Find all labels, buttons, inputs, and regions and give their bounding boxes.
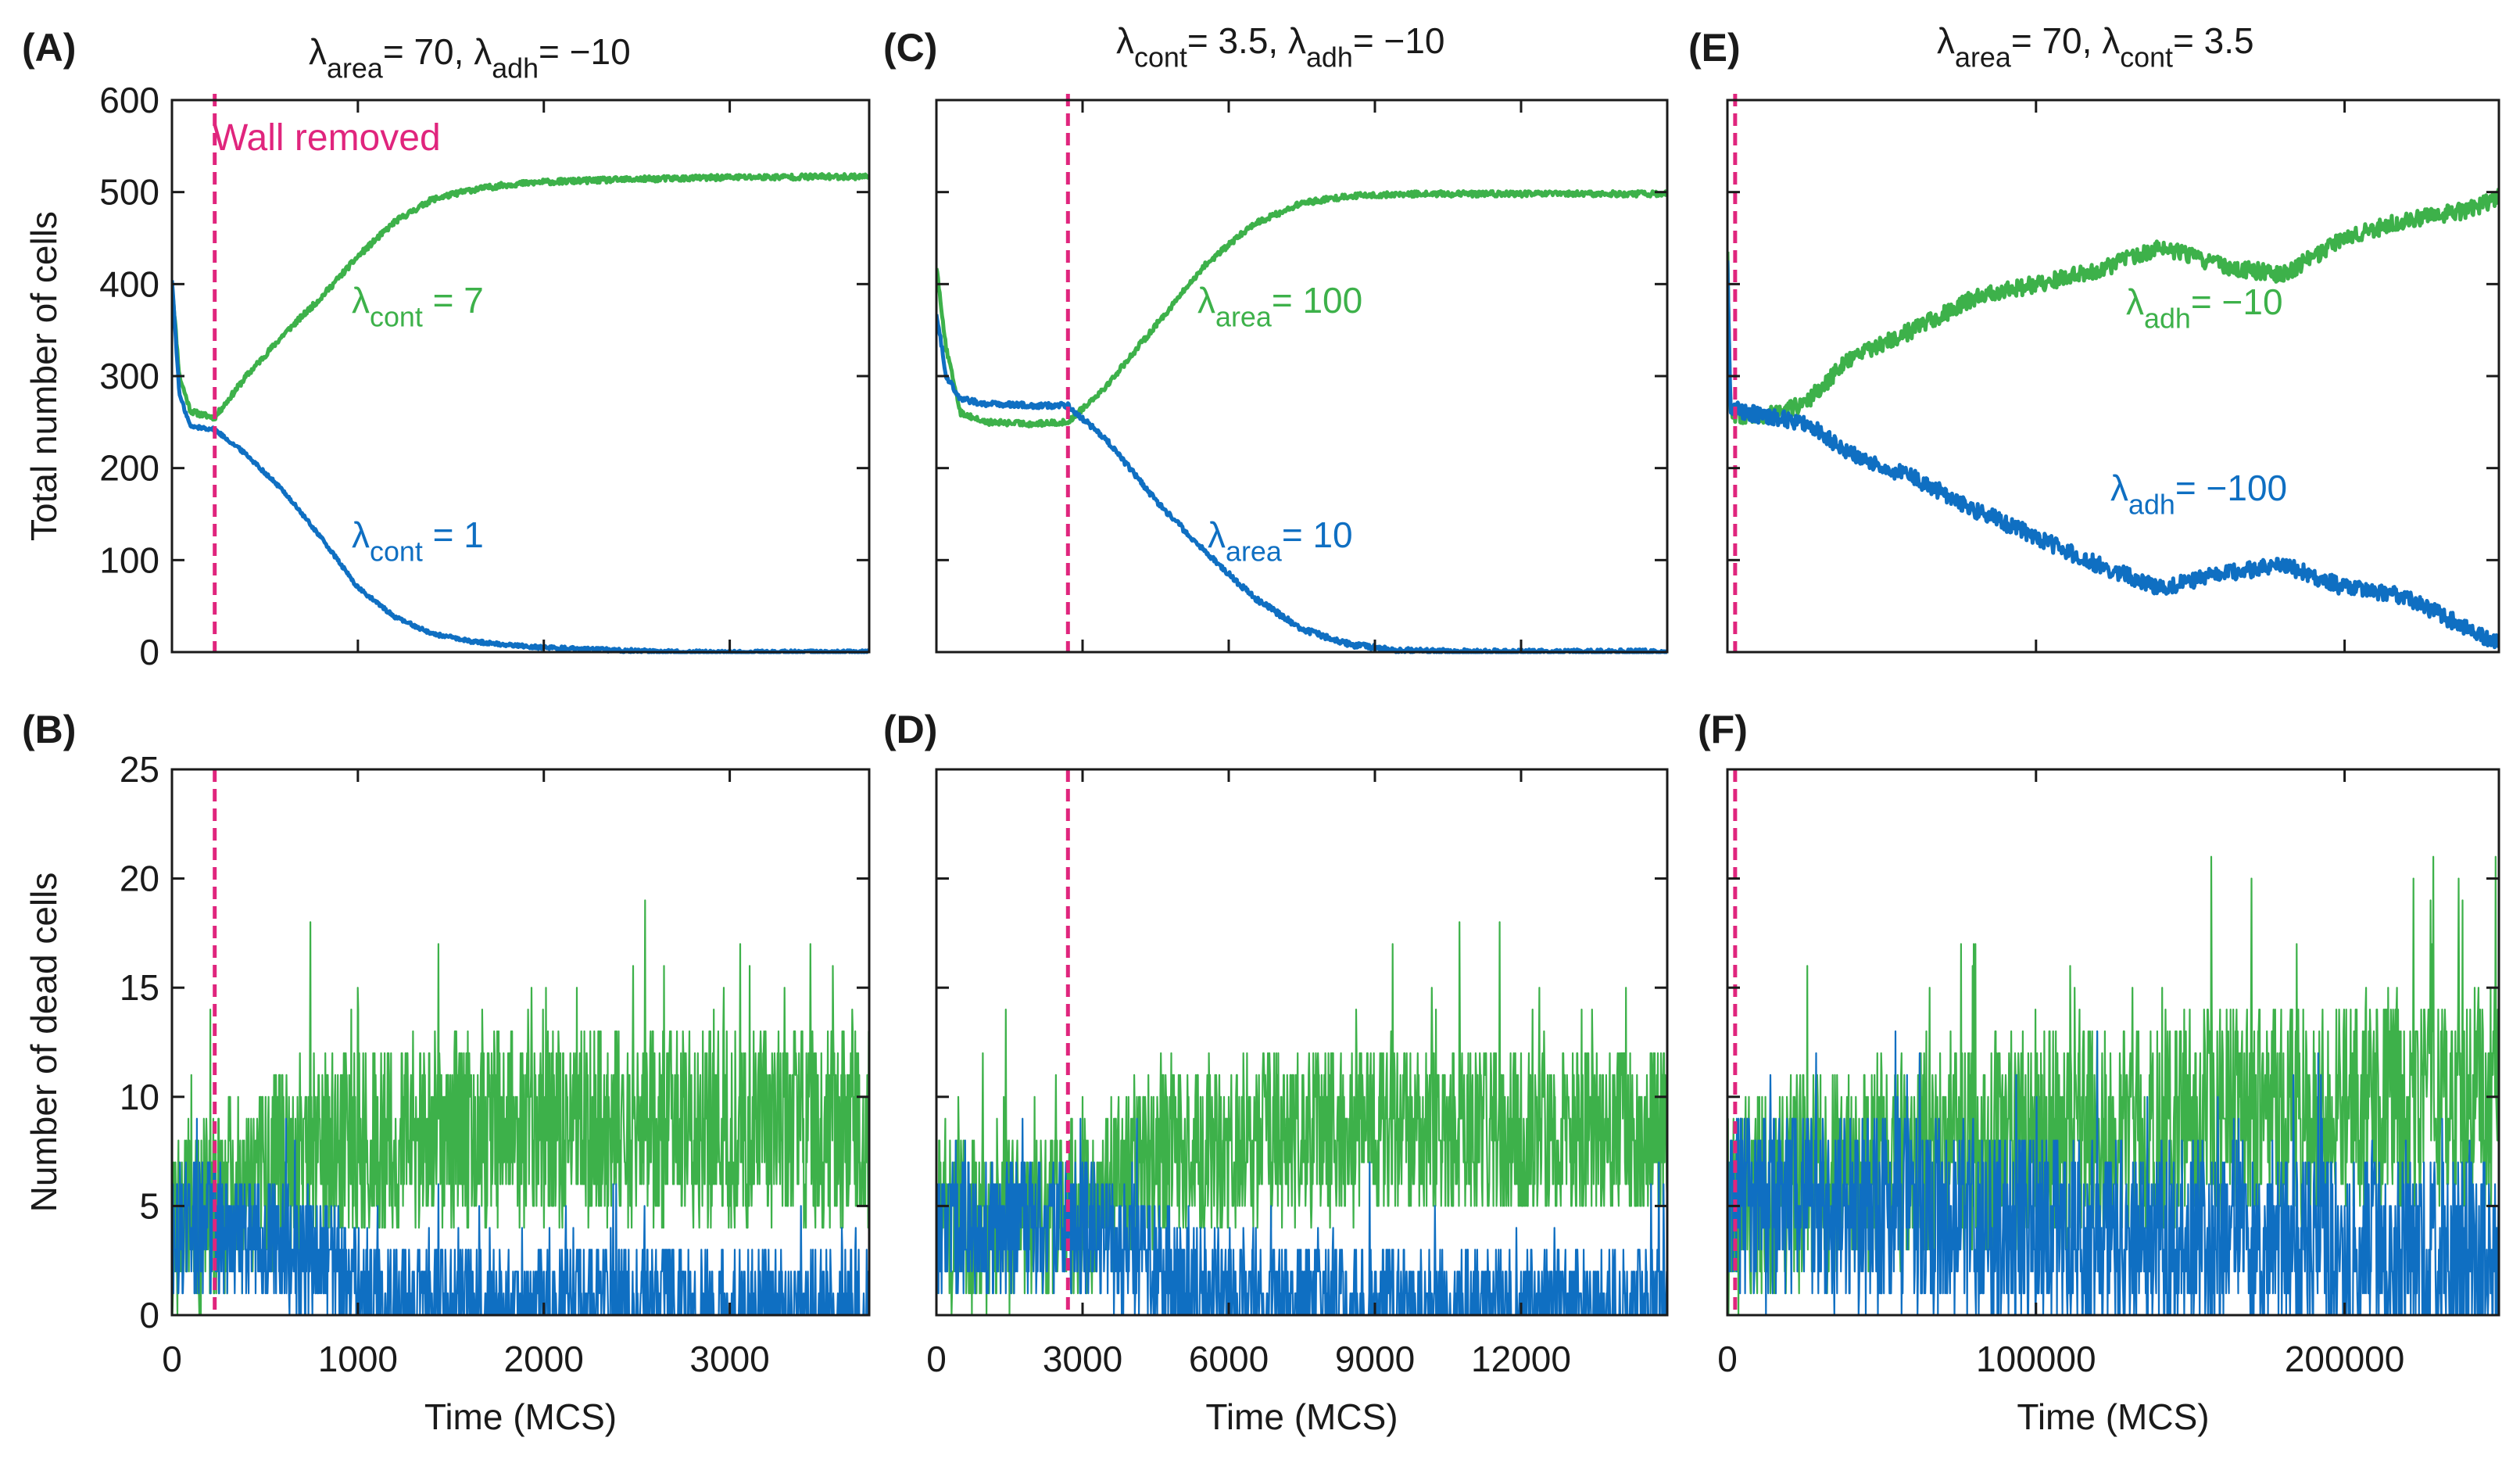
xtick-label-d: 6000 — [1189, 1339, 1269, 1379]
plot-frame-d — [935, 768, 1669, 1317]
series-e-blue — [1727, 260, 2499, 650]
ylabel-total-cells: Total number of cells — [23, 211, 64, 541]
ytick-label-a: 600 — [99, 80, 159, 120]
panel-title-C: λcont= 3.5, λadh= −10 — [1116, 20, 1445, 73]
ylabel-dead-cells: Number of dead cells — [23, 873, 64, 1213]
panel-letter-a: (A) — [22, 26, 76, 70]
panel-b: (B) 0 5 10 15 20 25 0 1000 2000 3000 Time (MCS) — [22, 708, 871, 1437]
panel-a: (A) λcont = 7 λcont = 1 Wall removed 0 100 200… — [22, 26, 871, 672]
panel-d: (D) 0 3000 6000 9000 12000 Time (MCS) — [883, 708, 1669, 1437]
panel-letter-f: (F) — [1698, 708, 1748, 751]
xtick-label-b: 3000 — [689, 1339, 769, 1379]
panel-c: (C) λarea= 100 λarea= 10 — [883, 26, 1669, 654]
panel-title-E: λarea= 70, λcont= 3.5 — [1937, 20, 2254, 73]
series-a-green — [172, 172, 869, 422]
xlabel-f: Time (MCS) — [2017, 1396, 2209, 1437]
series-b-green — [172, 899, 869, 1317]
xtick-label-d: 3000 — [1043, 1339, 1122, 1379]
ytick-label-a: 500 — [99, 172, 159, 213]
xtick-label-f: 0 — [1717, 1339, 1738, 1379]
ytick-label-b: 5 — [139, 1185, 159, 1226]
panel-title-A: λarea= 70, λadh= −10 — [309, 31, 631, 84]
panel-e: (E) λadh= −10 λadh= −100 — [1688, 26, 2500, 654]
ytick-label-a: 0 — [139, 632, 159, 672]
series-e-green — [1727, 188, 2499, 425]
ytick-label-b: 20 — [120, 859, 159, 899]
ytick-label-b: 15 — [120, 967, 159, 1008]
xtick-label-b: 0 — [162, 1339, 182, 1379]
ytick-label-a: 200 — [99, 448, 159, 489]
xtick-label-d: 9000 — [1335, 1339, 1415, 1379]
plot-frame-c — [935, 99, 1669, 654]
xtick-label-f: 100000 — [1976, 1339, 2096, 1379]
xtick-label-b: 2000 — [504, 1339, 584, 1379]
plot-frame-f — [1726, 768, 2500, 1317]
ytick-label-b: 0 — [139, 1295, 159, 1335]
ytick-label-b: 10 — [120, 1077, 159, 1117]
series-c-blue — [936, 314, 1667, 654]
panel-letter-d: (D) — [883, 708, 937, 751]
ytick-label-b: 25 — [120, 749, 159, 790]
ytick-label-a: 100 — [99, 540, 159, 580]
xtick-label-b: 1000 — [318, 1339, 398, 1379]
series-label-c-green: λarea= 100 — [1197, 280, 1362, 332]
panel-letter-b: (B) — [22, 708, 76, 751]
xtick-label-f: 200000 — [2285, 1339, 2405, 1379]
xtick-label-d: 0 — [926, 1339, 947, 1379]
series-c-green — [936, 189, 1667, 428]
xtick-label-d: 12000 — [1471, 1339, 1571, 1379]
series-label-a-green: λcont = 7 — [352, 280, 484, 332]
ytick-label-a: 400 — [99, 263, 159, 304]
series-f-green — [1727, 855, 2499, 1317]
series-a-blue — [172, 280, 869, 654]
panel-f: (F) 0 100000 200000 Time (MCS) — [1698, 708, 2500, 1437]
xlabel-b: Time (MCS) — [424, 1396, 617, 1437]
series-label-e-green: λadh= −10 — [2126, 281, 2283, 334]
ytick-label-a: 300 — [99, 356, 159, 396]
series-label-a-blue: λcont = 1 — [352, 514, 484, 567]
wall-removed-annotation: Wall removed — [213, 117, 441, 159]
xlabel-d: Time (MCS) — [1205, 1396, 1398, 1437]
series-label-c-blue: λarea= 10 — [1208, 514, 1353, 567]
panel-letter-e: (E) — [1688, 26, 1741, 70]
series-label-e-blue: λadh= −100 — [2110, 468, 2287, 520]
series-f-blue — [1727, 1030, 2499, 1317]
plot-frame-b — [170, 768, 871, 1317]
panel-letter-c: (C) — [883, 26, 937, 70]
